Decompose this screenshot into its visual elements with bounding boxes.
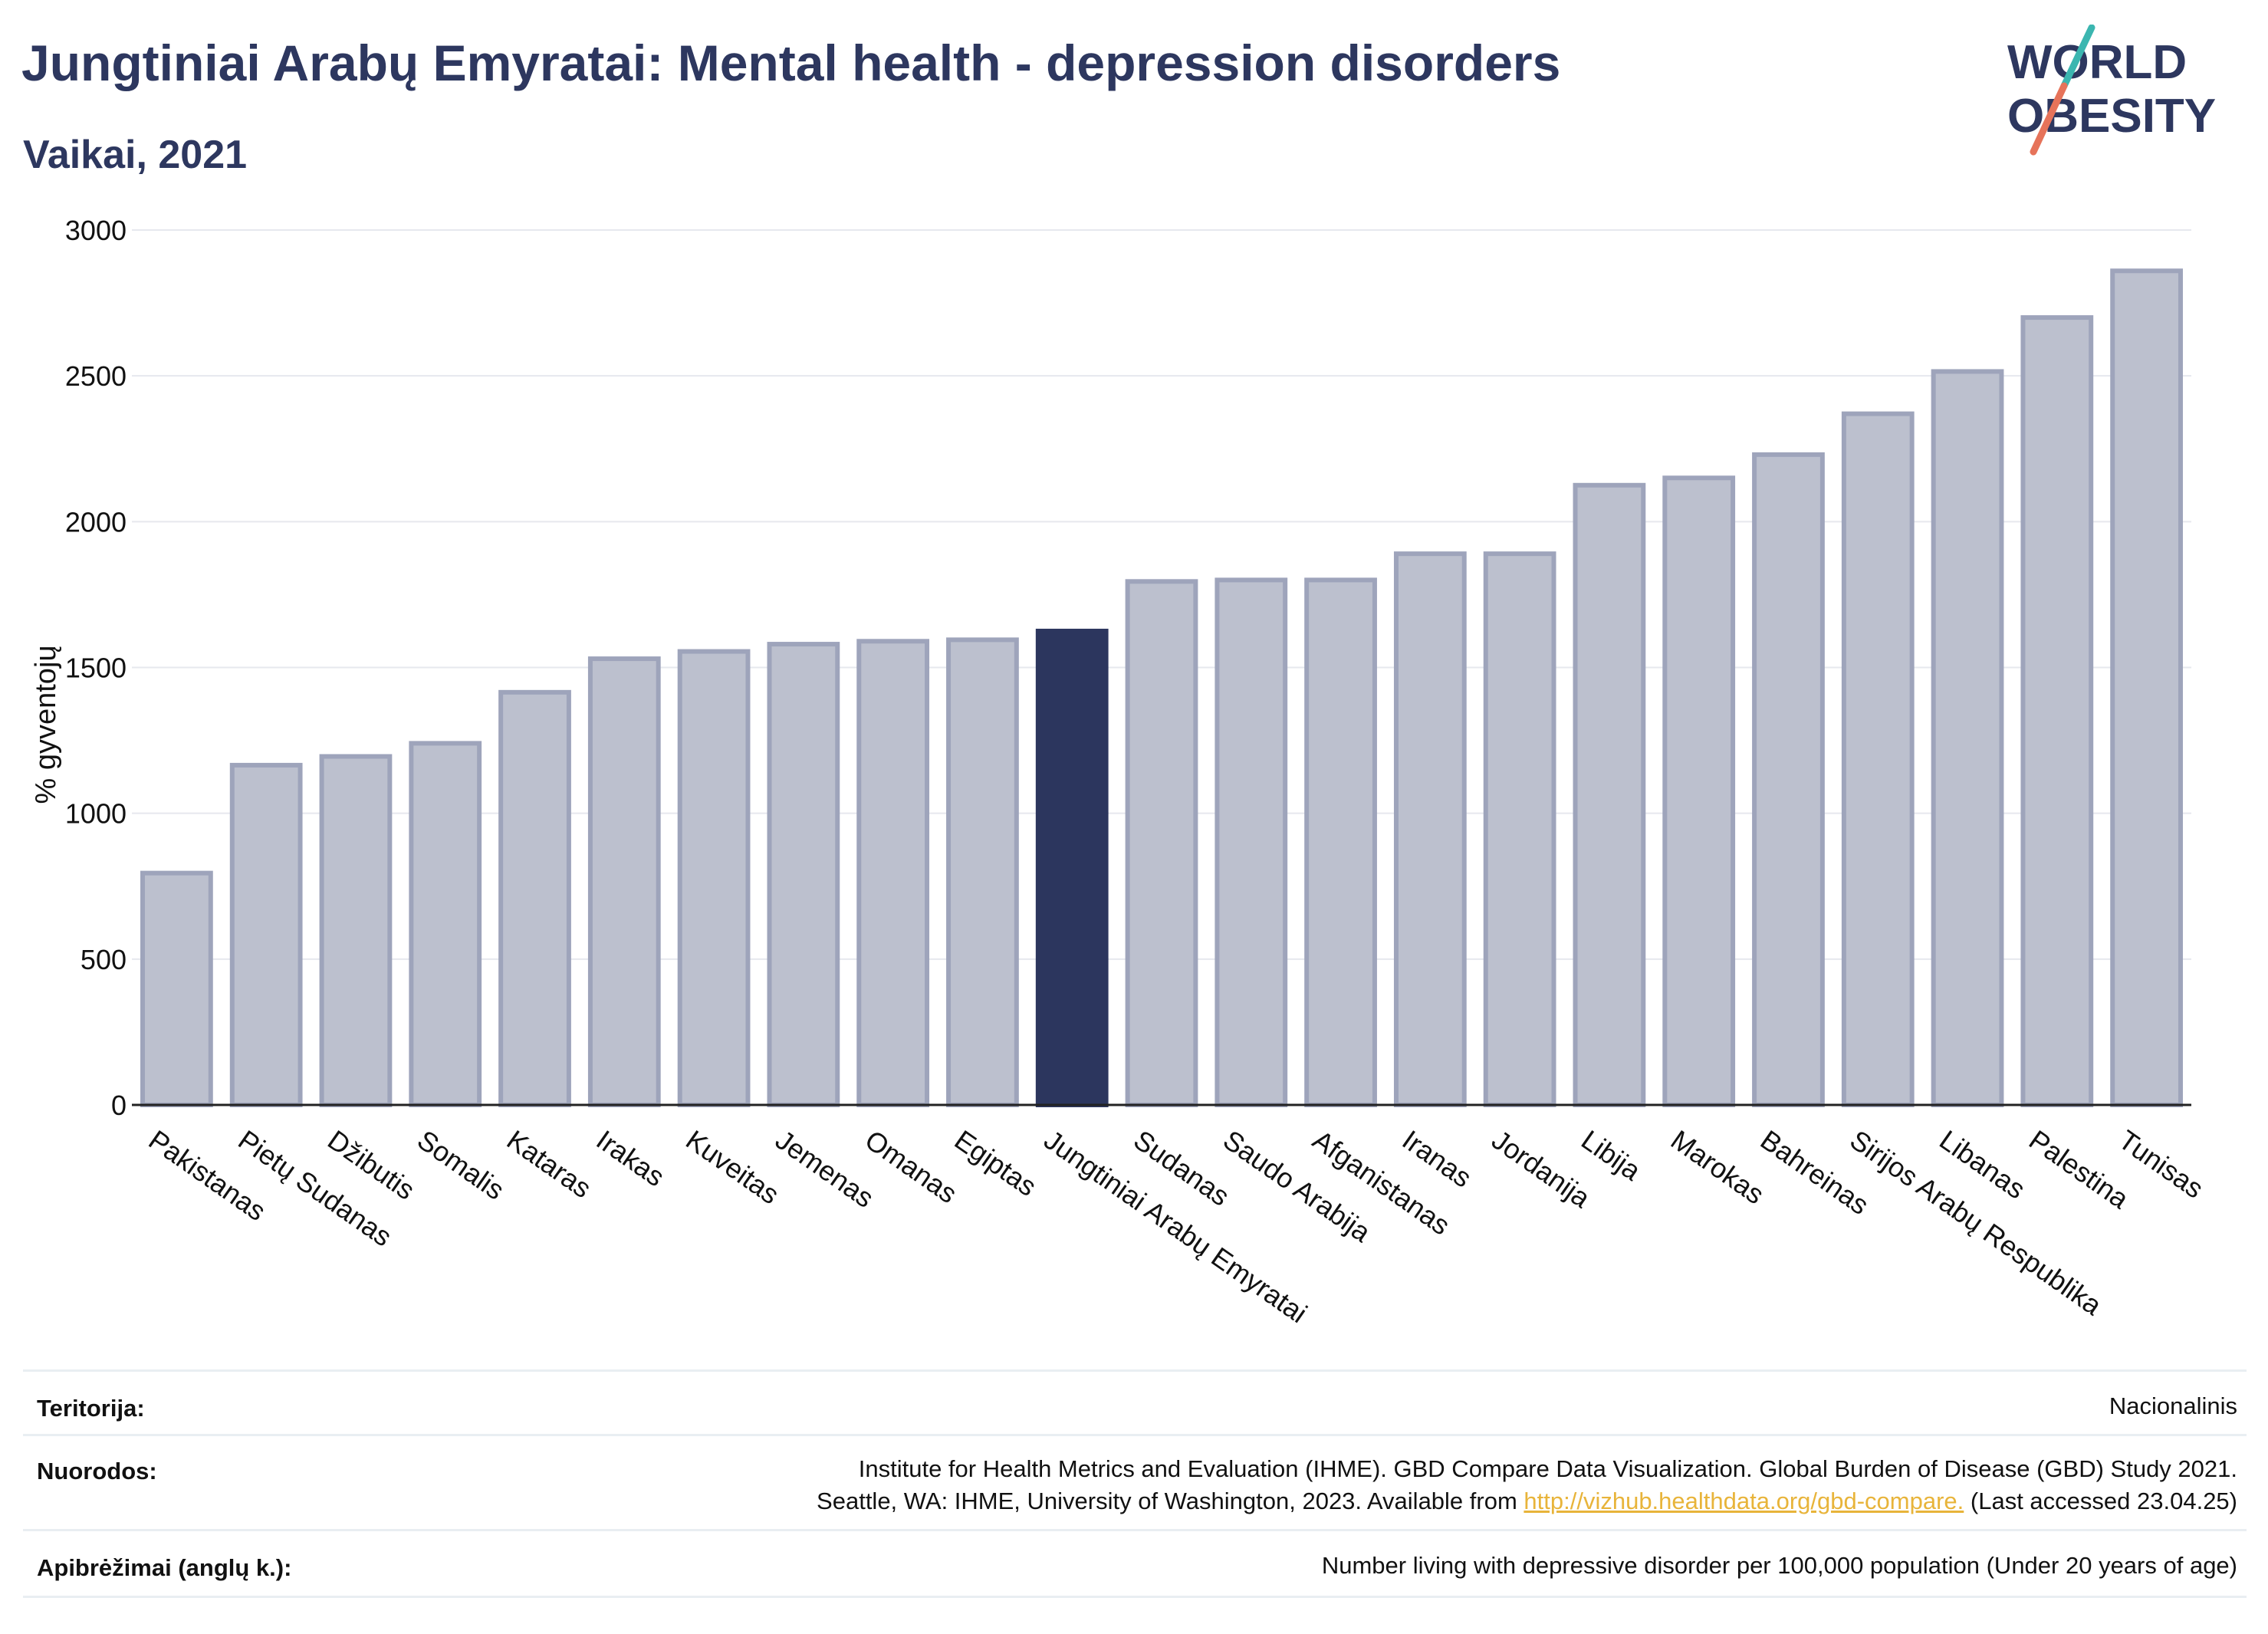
bar [319, 754, 393, 1107]
x-tick-label: Jordanija [1486, 1124, 1596, 1215]
bar [229, 762, 303, 1108]
bar-highlighted [1035, 628, 1109, 1107]
y-axis: 0 500 1000 1500 2000 2500 3000 [65, 215, 127, 1121]
y-tick-label: 0 [111, 1090, 127, 1121]
bar [1841, 411, 1915, 1107]
definitions-value: Number living with depressive disorder p… [1321, 1552, 2237, 1579]
territory-value: Nacionalinis [2109, 1392, 2237, 1419]
logo-slash-teal [2060, 25, 2095, 90]
references-line-2-suffix: (Last accessed 23.04.25) [1964, 1488, 2237, 1514]
bar [498, 689, 571, 1107]
bar [1483, 551, 1556, 1108]
bar [946, 637, 1019, 1107]
bar [1393, 551, 1467, 1108]
chart-title: Jungtiniai Arabų Emyratai: Mental health… [21, 35, 1561, 91]
references-label: Nuorodos: [37, 1458, 157, 1484]
bar [140, 870, 213, 1107]
x-tick-label: Jemenas [770, 1124, 879, 1214]
territory-label: Teritorija: [37, 1395, 145, 1422]
x-tick-label: Kuveitas [680, 1124, 785, 1211]
x-tick-label: Palestina [2023, 1124, 2135, 1215]
y-tick-label: 2500 [65, 360, 127, 392]
x-tick-label: Libija [1576, 1124, 1647, 1187]
source-link[interactable]: http://vizhub.healthdata.org/gbd-compare… [1524, 1488, 1964, 1514]
bar [2110, 268, 2183, 1107]
references-line-2: Seattle, WA: IHME, University of Washing… [817, 1485, 2237, 1517]
bar [767, 642, 840, 1107]
x-tick-label: Irakas [591, 1124, 671, 1193]
territory-row: Teritorija: Nacionalinis [23, 1369, 2247, 1436]
y-tick-label: 1000 [65, 798, 127, 830]
bar [1662, 475, 1736, 1107]
bar [587, 656, 661, 1107]
y-tick-label: 3000 [65, 215, 127, 246]
bar [2020, 315, 2094, 1108]
references-line-2-text: Seattle, WA: IHME, University of Washing… [817, 1488, 1524, 1514]
logo-slash-coral [2030, 82, 2068, 156]
bar [1573, 482, 1646, 1107]
x-tick-label: Omanas [860, 1124, 963, 1210]
references-value: Institute for Health Metrics and Evaluat… [817, 1453, 2237, 1517]
bar-chart: 0 500 1000 1500 2000 2500 3000 PakistanasPietų… [30, 215, 2210, 1329]
definitions-label: Apibrėžimai (anglų k.): [37, 1554, 292, 1581]
y-tick-label: 2000 [65, 506, 127, 538]
bar [677, 649, 751, 1107]
chart-subtitle: Vaikai, 2021 [23, 133, 248, 177]
x-tick-label: Marokas [1665, 1124, 1770, 1211]
bar [856, 639, 930, 1107]
definitions-row: Apibrėžimai (anglų k.): Number living wi… [23, 1529, 2247, 1598]
bar [1752, 452, 1825, 1107]
bar [1215, 577, 1288, 1107]
bars [140, 268, 2183, 1108]
bar [1125, 579, 1198, 1107]
references-row: Nuorodos: Institute for Health Metrics a… [23, 1434, 2247, 1531]
x-tick-label: Somalis [412, 1124, 510, 1206]
bar [1304, 577, 1377, 1107]
x-tick-label: Pietų Sudanas [232, 1124, 397, 1253]
logo-word-world: WORLD [2007, 36, 2187, 89]
y-axis-label: % gyventojų [30, 645, 62, 804]
x-tick-label: Kataras [501, 1124, 597, 1205]
y-tick-label: 500 [81, 944, 127, 975]
y-tick-label: 1500 [65, 653, 127, 684]
bar [409, 741, 482, 1107]
world-obesity-logo: WORLD OBESITY [2007, 25, 2216, 156]
references-line-1: Institute for Health Metrics and Evaluat… [858, 1455, 2237, 1482]
bar [1931, 369, 2004, 1107]
x-tick-label: Egiptas [949, 1124, 1043, 1202]
